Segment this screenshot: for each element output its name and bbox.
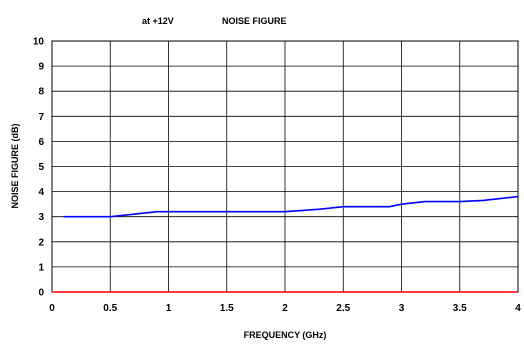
y-tick-label: 8	[38, 87, 44, 98]
chart-condition-label: at +12V	[142, 16, 174, 26]
y-tick-label: 9	[38, 62, 44, 73]
x-tick-label: 0.5	[103, 303, 117, 314]
x-tick-label: 1	[166, 303, 172, 314]
y-tick-label: 1	[38, 262, 44, 273]
x-tick-label: 2	[282, 303, 288, 314]
y-tick-label: 5	[38, 162, 44, 173]
y-tick-label: 0	[38, 288, 44, 299]
series-group	[52, 195, 519, 293]
x-tick-label: 4	[515, 303, 521, 314]
chart-title: NOISE FIGURE	[222, 16, 287, 26]
y-tick-label: 10	[33, 37, 45, 48]
x-tick-label: 3.5	[453, 303, 467, 314]
y-tick-label: 7	[38, 112, 44, 123]
series-line-1	[63, 195, 519, 218]
y-axis-label: NOISE FIGURE (dB)	[10, 123, 20, 208]
x-tick-label: 3	[399, 303, 405, 314]
x-tick-label: 0	[49, 303, 55, 314]
y-tick-label: 3	[38, 212, 44, 223]
grid-lines	[52, 41, 518, 292]
y-tick-label: 4	[38, 187, 44, 198]
x-axis-label: FREQUENCY (GHz)	[244, 330, 327, 340]
x-tick-labels: 0 0.5 1 1.5 2 2.5 3 3.5 4	[49, 303, 521, 314]
y-tick-label: 2	[38, 237, 44, 248]
x-tick-label: 2.5	[336, 303, 350, 314]
y-tick-label: 6	[38, 137, 44, 148]
y-tick-labels: 0 1 2 3 4 5 6 7 8 9 10	[33, 37, 45, 299]
x-tick-label: 1.5	[220, 303, 234, 314]
